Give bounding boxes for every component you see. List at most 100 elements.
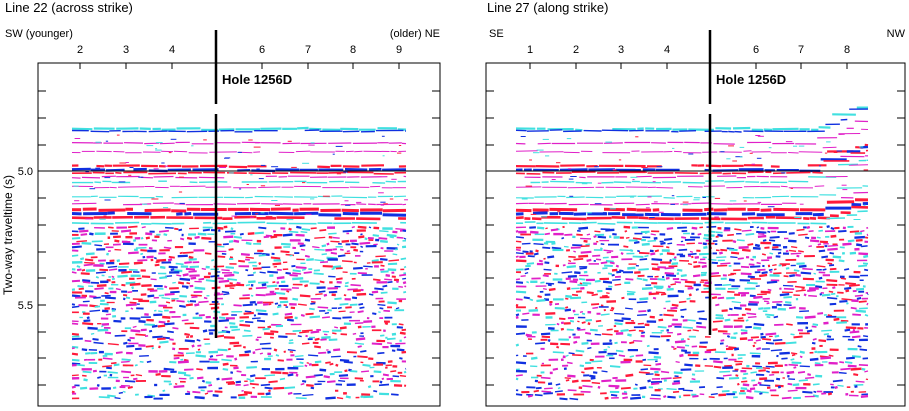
texture-stroke (772, 338, 783, 342)
texture-stroke (515, 229, 519, 233)
texture-stroke (228, 248, 234, 251)
texture-stroke (622, 396, 628, 400)
texture-stroke (90, 332, 95, 335)
texture-stroke (209, 354, 214, 358)
texture-stroke (829, 267, 837, 271)
texture-stroke (515, 259, 527, 263)
texture-stroke (580, 237, 592, 240)
texture-stroke (310, 330, 320, 334)
texture-stroke (389, 235, 395, 239)
texture-stroke (275, 354, 280, 357)
texture-stroke (755, 339, 761, 342)
texture-stroke (667, 242, 673, 245)
texture-stroke (666, 387, 677, 391)
texture-stroke (691, 226, 698, 230)
texture-stroke (286, 290, 290, 293)
texture-stroke (89, 295, 97, 299)
texture-stroke (712, 328, 718, 332)
texture-stroke (179, 277, 191, 281)
texture-stroke (372, 312, 377, 315)
texture-stroke (756, 230, 767, 234)
texture-stroke (625, 278, 634, 281)
texture-stroke (644, 254, 649, 258)
axis-ticks (486, 63, 905, 386)
texture-stroke (647, 239, 657, 243)
texture-stroke (620, 329, 629, 333)
texture-stroke (611, 268, 618, 272)
texture-stroke (840, 277, 847, 280)
texture-stroke (641, 287, 653, 290)
texture-stroke (162, 389, 166, 392)
texture-stroke (647, 379, 652, 383)
texture-stroke (589, 374, 596, 378)
texture-stroke (592, 371, 598, 374)
texture-stroke (575, 349, 585, 353)
reflector-segment (613, 181, 632, 184)
texture-stroke (381, 377, 385, 381)
texture-stroke (767, 230, 771, 234)
texture-stroke (172, 347, 176, 351)
texture-stroke (823, 332, 830, 336)
texture-stroke (804, 236, 810, 240)
texture-stroke (289, 274, 298, 277)
texture-stroke (721, 309, 728, 313)
texture-stroke (147, 294, 155, 298)
texture-stroke (163, 233, 168, 237)
texture-stroke (107, 342, 119, 346)
texture-stroke (233, 304, 242, 307)
texture-stroke (147, 394, 156, 398)
texture-stroke (776, 377, 781, 381)
texture-stroke (577, 328, 586, 331)
texture-stroke (246, 366, 257, 369)
texture-stroke (674, 340, 686, 344)
texture-stroke (261, 283, 267, 287)
texture-stroke (602, 280, 613, 284)
texture-stroke (741, 229, 752, 232)
texture-stroke (174, 383, 178, 385)
texture-stroke (586, 233, 591, 236)
texture-stroke (323, 375, 330, 379)
texture-stroke (184, 332, 190, 336)
texture-stroke (113, 363, 120, 367)
texture-stroke (357, 310, 364, 314)
texture-stroke (706, 348, 717, 352)
texture-stroke (229, 322, 236, 325)
texture-stroke (515, 236, 524, 239)
texture-stroke (341, 260, 353, 263)
texture-stroke (379, 380, 383, 384)
texture-stroke (182, 251, 194, 254)
texture-stroke (820, 356, 832, 360)
texture-stroke (331, 267, 335, 271)
texture-stroke (130, 307, 134, 310)
texture-stroke (696, 321, 702, 325)
texture-stroke (181, 285, 189, 288)
texture-stroke (141, 226, 146, 229)
texture-stroke (341, 239, 350, 243)
texture-stroke (177, 371, 187, 375)
texture-stroke (364, 237, 368, 241)
texture-stroke (805, 326, 809, 330)
texture-stroke (638, 371, 650, 374)
texture-stroke (322, 265, 333, 268)
texture-stroke (523, 296, 530, 300)
texture-stroke (847, 239, 855, 243)
texture-stroke (254, 231, 264, 235)
texture-stroke (737, 317, 744, 320)
reflector-segment (812, 171, 823, 174)
texture-stroke (277, 359, 284, 362)
texture-stroke (590, 376, 596, 380)
texture-stroke (288, 227, 292, 231)
texture-stroke (565, 354, 569, 357)
texture-stroke (744, 307, 752, 311)
texture-stroke (811, 341, 816, 345)
texture-stroke (863, 254, 869, 259)
texture-stroke (334, 297, 342, 301)
reflector-segment (295, 150, 311, 153)
texture-stroke (593, 235, 597, 239)
texture-stroke (850, 367, 862, 371)
texture-stroke (660, 293, 667, 296)
texture-stroke (304, 254, 310, 258)
texture-stroke (849, 230, 860, 233)
texture-stroke (543, 392, 553, 395)
texture-stroke (793, 366, 797, 369)
